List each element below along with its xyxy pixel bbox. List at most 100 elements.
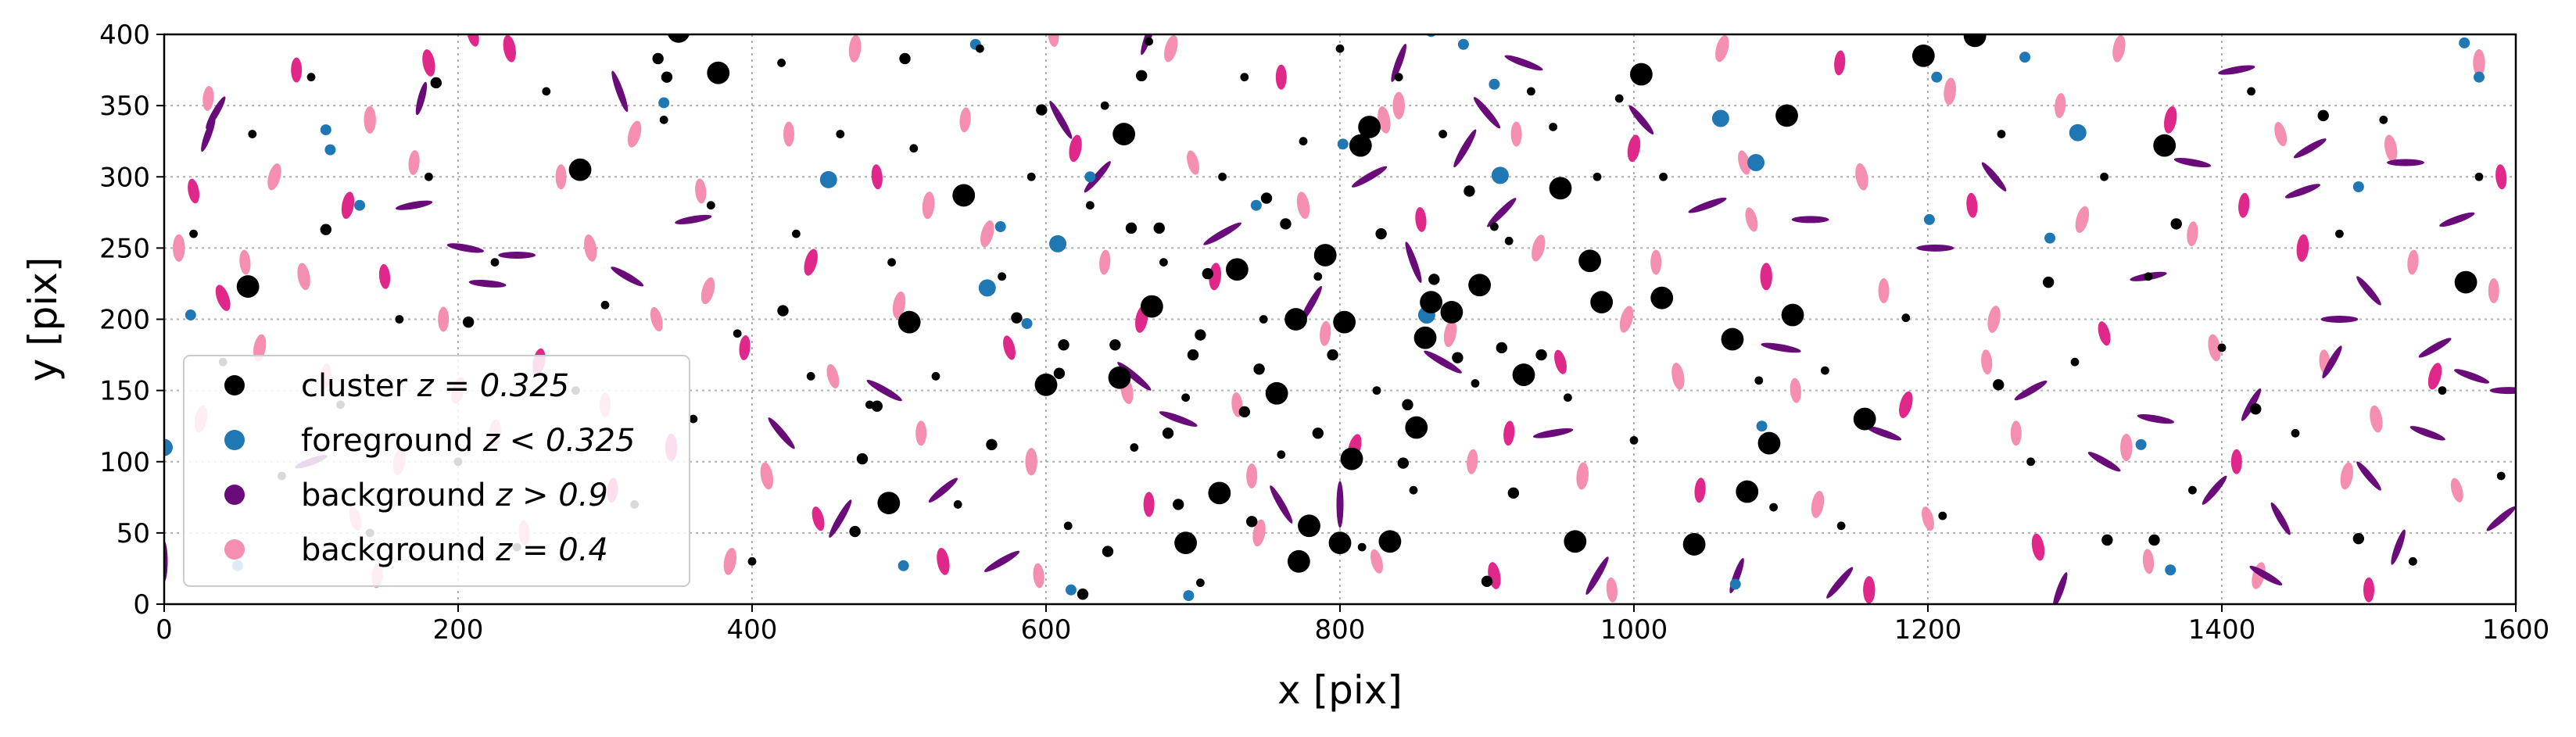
x-tick-label: 200	[433, 614, 484, 646]
cluster-point	[1736, 480, 1759, 503]
cluster-point	[1464, 185, 1475, 197]
cluster-point	[2454, 270, 2477, 294]
cluster-point	[689, 414, 698, 424]
background-z04-point	[408, 150, 420, 175]
cluster-point	[320, 224, 331, 235]
background-z04-point	[239, 249, 251, 275]
background-z04-point	[1606, 577, 1618, 603]
background-z04-point	[915, 420, 927, 446]
legend-box	[183, 355, 690, 587]
background-z09-point	[2418, 338, 2452, 358]
background-z09-point	[1865, 426, 1902, 441]
background-z04-point	[2495, 164, 2507, 190]
cluster-point	[1535, 349, 1547, 361]
background-z04-point	[922, 191, 935, 220]
cluster-point	[2170, 218, 2182, 230]
cluster-point	[877, 492, 901, 515]
cluster-point	[1053, 367, 1066, 379]
background-z04-point	[1069, 134, 1082, 163]
cluster-point	[1402, 399, 1413, 411]
cluster-point	[1938, 511, 1947, 521]
cluster-point	[777, 305, 789, 317]
background-z04-point	[188, 178, 200, 204]
background-z09-point	[201, 116, 216, 152]
background-z04-point	[1863, 576, 1876, 604]
cluster-point	[1440, 300, 1464, 324]
legend-label-text: background	[301, 532, 496, 568]
cluster-point	[836, 130, 845, 138]
foreground-point	[2352, 181, 2364, 193]
background-z04-point	[739, 335, 751, 360]
cluster-point	[1312, 428, 1324, 439]
background-z04-point	[1878, 278, 1890, 304]
background-z04-point	[1811, 491, 1825, 518]
cluster-point	[2317, 109, 2329, 122]
background-z04-point	[1834, 50, 1846, 76]
background-z04-point	[1099, 249, 1111, 275]
cluster-point	[1313, 272, 1323, 281]
background-z04-point	[1378, 106, 1391, 134]
background-z09-point	[829, 499, 852, 538]
background-z09-point	[675, 214, 712, 225]
background-z09-point	[1791, 216, 1829, 224]
cluster-point	[1357, 542, 1367, 552]
cluster-point	[806, 372, 815, 381]
cluster-point	[1420, 291, 1442, 314]
cluster-point	[1246, 516, 1258, 528]
background-z09-point	[2202, 475, 2227, 505]
cluster-point	[1452, 352, 1464, 363]
background-z04-point	[378, 263, 391, 289]
background-z09-point	[415, 81, 428, 116]
cluster-point	[189, 229, 199, 238]
background-z04-point	[341, 191, 355, 220]
cluster-point	[1372, 386, 1381, 395]
background-z04-point	[2031, 533, 2045, 561]
cluster-point	[1174, 531, 1197, 555]
background-z04-point	[1790, 377, 1801, 403]
background-z04-point	[1370, 549, 1383, 574]
cluster-point	[1159, 258, 1168, 267]
legend-label-math: z = 0.325	[417, 368, 569, 404]
cluster-point	[998, 272, 1006, 281]
cluster-point	[1593, 172, 1602, 181]
background-z04-point	[1627, 134, 1641, 163]
cluster-point	[1265, 381, 1288, 405]
cluster-point	[2100, 172, 2109, 181]
cluster-point	[792, 229, 801, 238]
background-z09-point	[2249, 565, 2283, 586]
background-z04-point	[1981, 349, 1993, 375]
background-z04-point	[267, 163, 281, 191]
foreground-point	[354, 199, 366, 211]
cluster-point	[1549, 123, 1557, 131]
cluster-point	[747, 556, 757, 566]
background-z04-point	[1143, 492, 1155, 517]
foreground-point	[1711, 109, 1729, 127]
cluster-point	[1058, 339, 1069, 351]
cluster-point	[652, 52, 664, 65]
background-z09-point	[206, 96, 226, 130]
background-z09-point	[2293, 138, 2327, 159]
cluster-point	[2496, 471, 2506, 481]
background-z09-point	[1504, 55, 1543, 71]
cluster-point	[1109, 339, 1121, 351]
cluster-point	[600, 300, 610, 309]
cluster-point	[986, 438, 998, 451]
cluster-point	[849, 525, 861, 538]
foreground-point	[2474, 71, 2485, 83]
cluster-point	[1238, 406, 1251, 418]
background-z09-point	[2322, 345, 2342, 379]
legend-label-text: background	[301, 478, 496, 513]
cluster-point	[1328, 531, 1352, 555]
cluster-point	[1853, 407, 1876, 431]
background-z09-point	[1351, 166, 1388, 188]
cluster-point	[1504, 236, 1514, 245]
background-z09-point	[1084, 161, 1111, 193]
background-z09-point	[2409, 426, 2445, 441]
cluster-point	[1650, 286, 1674, 309]
cluster-point	[1821, 366, 1829, 375]
y-tick-label: 400	[99, 20, 150, 51]
cluster-point	[1026, 172, 1036, 181]
foreground-point	[1923, 213, 1935, 225]
background-z09-point	[1203, 222, 1241, 245]
background-z04-point	[1554, 349, 1567, 374]
